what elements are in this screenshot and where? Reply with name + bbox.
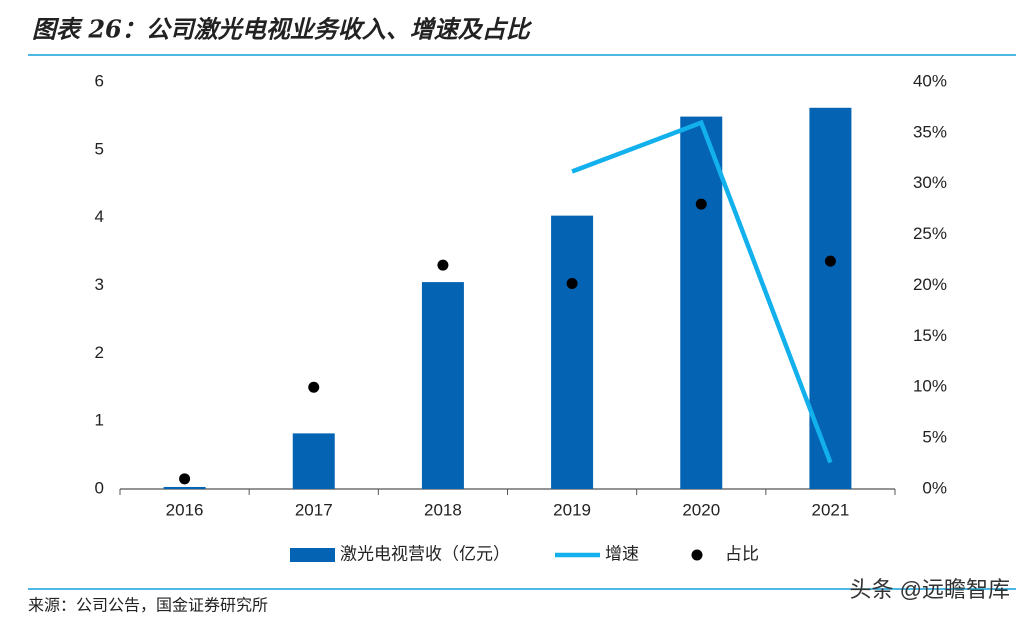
bar (680, 116, 723, 489)
x-tick-label: 2021 (812, 500, 850, 519)
x-tick-label: 2020 (682, 500, 720, 519)
bar (809, 107, 852, 489)
y2-tick-label: 20% (913, 275, 947, 294)
y2-tick-label: 0% (922, 478, 947, 497)
y-tick-label: 2 (95, 343, 104, 362)
y-tick-label: 6 (95, 71, 104, 90)
legend-label: 增速 (605, 544, 639, 563)
source: 来源：公司公告，国金证券研究所 (28, 596, 268, 615)
dot (566, 277, 578, 289)
y-tick-label: 5 (95, 139, 104, 158)
dot (437, 259, 449, 271)
chart-title: 图表 26：公司激光电视业务收入、增速及占比 (32, 15, 533, 44)
x-tick-label: 2016 (166, 500, 204, 519)
legend-swatch (290, 548, 335, 562)
y2-tick-label: 30% (913, 173, 947, 192)
dot (179, 473, 191, 485)
y2-tick-label: 35% (913, 122, 947, 141)
y-tick-label: 0 (95, 478, 104, 497)
dot (695, 198, 707, 210)
y2-tick-label: 25% (913, 224, 947, 243)
bar (163, 486, 206, 489)
y2-tick-label: 10% (913, 377, 947, 396)
y2-tick-label: 15% (913, 326, 947, 345)
x-tick-label: 2018 (424, 500, 462, 519)
legend-label: 占比 (725, 544, 759, 563)
line (571, 119, 833, 464)
bar (551, 215, 594, 490)
dot (824, 255, 836, 267)
y2-tick-label: 5% (922, 428, 947, 447)
bar (421, 282, 464, 489)
x-tick-label: 2017 (295, 500, 333, 519)
y-tick-label: 3 (95, 275, 104, 294)
watermark: 头条 @远瞻智库 (850, 577, 1010, 602)
bar (292, 433, 335, 489)
y2-tick-label: 40% (913, 71, 947, 90)
legend-label: 激光电视营收（亿元） (340, 544, 510, 563)
y-tick-label: 4 (95, 207, 104, 226)
x-tick-label: 2019 (553, 500, 591, 519)
dot (308, 381, 320, 393)
y-tick-label: 1 (95, 411, 104, 430)
legend-swatch (691, 549, 703, 561)
